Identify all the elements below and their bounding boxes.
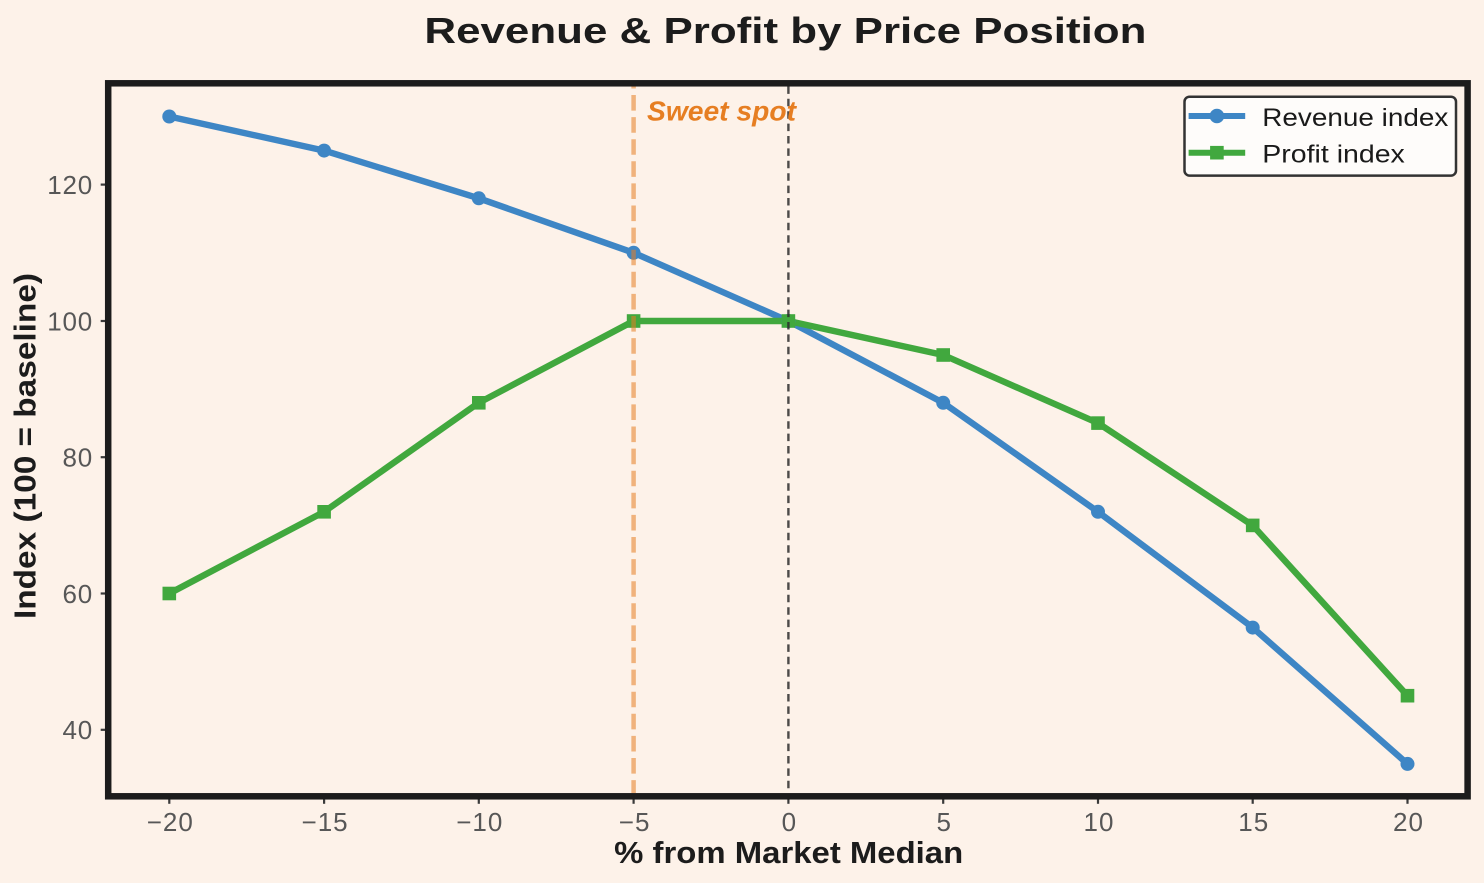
svg-text:60: 60 [62,579,93,609]
svg-text:80: 80 [62,443,93,473]
svg-text:100: 100 [47,306,93,336]
svg-text:% from Market Median: % from Market Median [614,835,963,870]
svg-text:15: 15 [1238,807,1269,837]
svg-text:−15: −15 [302,807,349,837]
svg-text:Sweet spot: Sweet spot [647,96,798,127]
svg-text:Index (100 = baseline): Index (100 = baseline) [8,273,43,619]
svg-text:5: 5 [936,807,951,837]
svg-text:−5: −5 [619,807,651,837]
svg-text:Profit index: Profit index [1262,140,1405,168]
svg-text:−10: −10 [456,807,503,837]
svg-text:0: 0 [782,807,797,837]
svg-text:Revenue & Profit by Price Posi: Revenue & Profit by Price Position [424,10,1146,51]
svg-text:40: 40 [62,715,93,745]
svg-text:10: 10 [1084,807,1115,837]
svg-text:120: 120 [47,170,93,200]
svg-text:20: 20 [1393,807,1424,837]
svg-text:−20: −20 [147,807,194,837]
svg-text:Revenue index: Revenue index [1262,104,1449,132]
